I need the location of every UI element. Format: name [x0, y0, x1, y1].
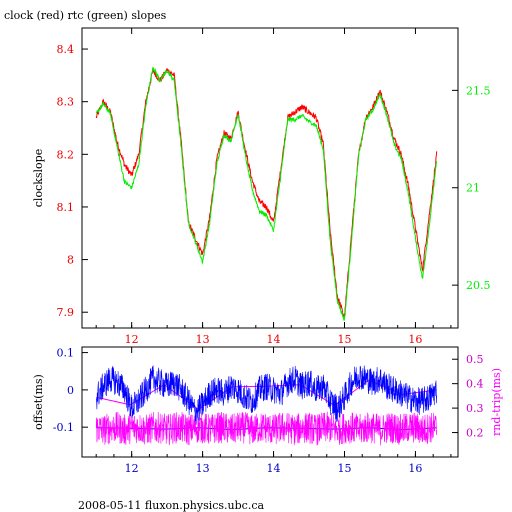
x-tick-label: 16 — [408, 333, 422, 346]
y2-axis-label: rnd-trip(ms) — [490, 368, 503, 436]
series-band-rnd-trip — [95, 411, 437, 446]
x-tick-label: 13 — [196, 333, 210, 346]
y-axis-label: clockslope — [32, 149, 45, 207]
bottom-panel: 12 13 14 15 16 -0.1 0 0.1 0.2 0.3 0.4 0.5 offset(ms)… — [32, 346, 503, 475]
x-tick-label: 16 — [408, 462, 422, 475]
x-tick-label: 15 — [337, 462, 351, 475]
y-tick-label: 8 — [67, 254, 74, 267]
y-tick-label: 8.3 — [57, 96, 75, 109]
series-band-offset — [95, 365, 437, 425]
series-line-rtc — [95, 66, 438, 321]
chart-title: clock (red) rtc (green) slopes — [4, 9, 167, 22]
x-tick-label: 14 — [267, 333, 281, 346]
x-tick-label: 15 — [337, 333, 351, 346]
y-axis-label: offset(ms) — [32, 374, 45, 430]
series-line-clock — [95, 67, 438, 319]
y-tick-label: 7.9 — [57, 306, 75, 319]
y2-tick-label: 0.5 — [466, 353, 484, 366]
y2-tick-label: 0.3 — [466, 402, 484, 415]
y2-tick-label: 20.5 — [466, 279, 491, 292]
x-tick-label: 13 — [196, 462, 210, 475]
y-tick-label: 0.1 — [57, 347, 75, 360]
y-tick-label: 8.2 — [57, 148, 75, 161]
plot-frame — [81, 27, 459, 329]
y-tick-label: 8.1 — [57, 201, 75, 214]
y2-tick-label: 21 — [466, 182, 480, 195]
x-tick-label: 14 — [267, 462, 281, 475]
footer-label: 2008-05-11 fluxon.physics.ubc.ca — [78, 499, 264, 512]
y2-tick-label: 21.5 — [466, 84, 491, 97]
y-tick-label: -0.1 — [53, 421, 74, 434]
y2-tick-label: 0.2 — [466, 427, 484, 440]
top-panel: 12 13 14 15 16 7.9 8 8.1 8.2 8.3 8.4 20.5 21 21.5 cloc… — [32, 27, 491, 346]
y2-tick-label: 0.4 — [466, 378, 484, 391]
y-tick-label: 8.4 — [57, 43, 75, 56]
x-tick-label: 12 — [125, 333, 139, 346]
y-tick-label: 0 — [67, 384, 74, 397]
x-tick-label: 12 — [125, 462, 139, 475]
plot-frame-overlay — [81, 346, 459, 458]
